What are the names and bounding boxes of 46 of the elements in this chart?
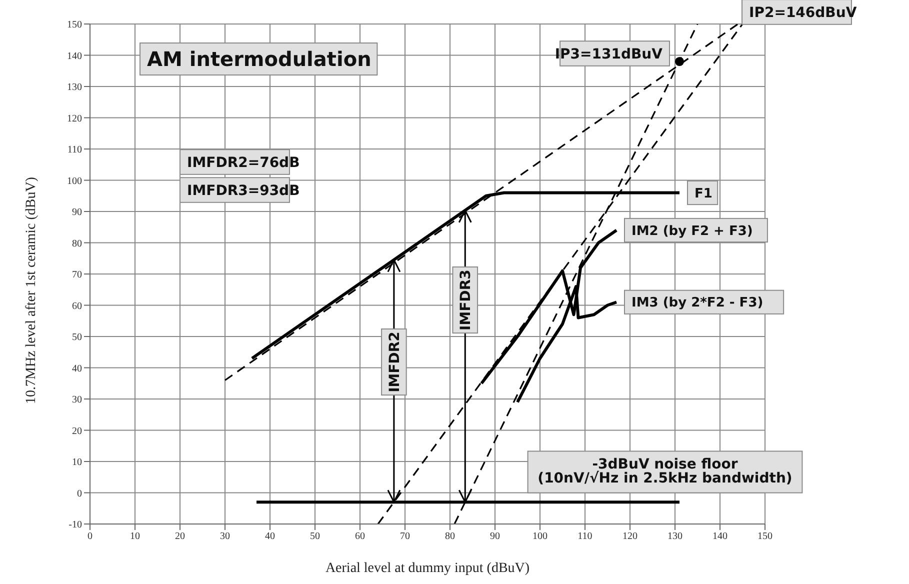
y-tick-label: 130 bbox=[67, 82, 82, 94]
y-tick-label: 120 bbox=[67, 113, 82, 124]
y-tick-label: 90 bbox=[72, 207, 82, 218]
text: IP2=146dBuV bbox=[749, 4, 857, 21]
y-tick-label: 0 bbox=[77, 488, 82, 500]
series-label: IM3 (by 2*F2 - F3) bbox=[632, 296, 764, 311]
y-tick-label: 10 bbox=[72, 457, 82, 468]
annotation: IMFDR2=76dB bbox=[187, 154, 300, 171]
y-tick-label: -10 bbox=[68, 520, 82, 531]
x-tick-label: 140 bbox=[712, 531, 728, 542]
annotation: -3dBuV noise floor (10nV/√Hz in 2.5kHz bandwidth) bbox=[538, 456, 792, 486]
x-tick-label: 150 bbox=[758, 531, 772, 542]
x-tick-label: 10 bbox=[130, 531, 140, 542]
x-tick-label: 20 bbox=[175, 531, 185, 542]
x-tick-label: 30 bbox=[220, 531, 230, 542]
y-tick-label: 20 bbox=[72, 426, 82, 437]
y-tick-label: 30 bbox=[72, 394, 82, 406]
x-tick-label: 80 bbox=[445, 531, 455, 542]
text: AM intermodulation bbox=[147, 47, 372, 71]
series-label: F1 bbox=[694, 186, 712, 202]
y-tick-label: 80 bbox=[72, 238, 82, 250]
y-tick-label: 60 bbox=[72, 300, 82, 312]
y-axis-title: 10.7MHz level after 1st ceramic (dBuV) bbox=[24, 176, 39, 404]
x-tick-label: 70 bbox=[400, 531, 410, 542]
annotation: IMFDR3=93dB bbox=[187, 182, 300, 199]
x-tick-label: 120 bbox=[622, 531, 638, 542]
x-tick-label: 100 bbox=[532, 531, 548, 542]
x-tick-label: 130 bbox=[668, 531, 682, 542]
annotation: IP3=131dBuV bbox=[554, 46, 663, 62]
x-tick-label: 0 bbox=[88, 531, 92, 542]
x-tick-label: 40 bbox=[265, 531, 275, 542]
y-tick-label: 70 bbox=[72, 270, 82, 281]
x-tick-label: 50 bbox=[310, 531, 320, 542]
y-tick-label: 40 bbox=[72, 363, 82, 374]
y-tick-label: 140 bbox=[67, 50, 82, 62]
y-tick-label: 50 bbox=[72, 332, 82, 344]
x-tick-label: 90 bbox=[490, 531, 500, 542]
y-tick-label: 100 bbox=[67, 176, 82, 187]
annotation: IMFDR3 bbox=[458, 270, 474, 330]
x-axis-title: Aerial level at dummy input (dBuV) bbox=[325, 561, 530, 576]
x-tick-label: 60 bbox=[355, 531, 365, 542]
series-label: IM2 (by F2 + F3) bbox=[632, 224, 753, 239]
y-tick-label: 150 bbox=[67, 20, 82, 31]
annotation: IMFDR2 bbox=[386, 332, 403, 392]
x-tick-label: 110 bbox=[578, 531, 592, 542]
y-tick-label: 110 bbox=[67, 144, 82, 156]
